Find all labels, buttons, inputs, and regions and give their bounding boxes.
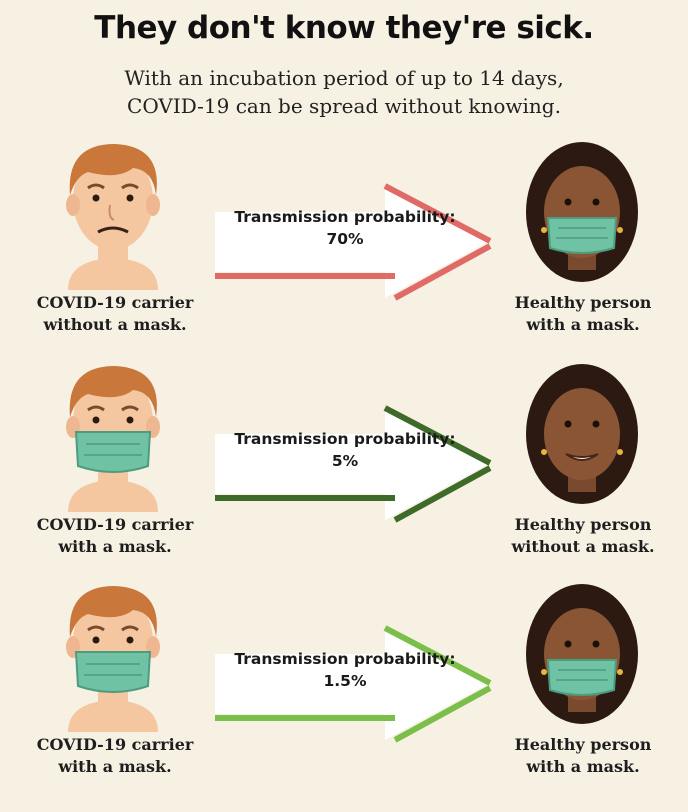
healthy-caption-line-2: without a mask. [511, 537, 655, 556]
scenario-row-3: Transmission probability: 1.5% COVID-19 … [0, 582, 688, 812]
healthy-caption-line-1: Healthy person [514, 515, 652, 534]
probability-label: Transmission probability: [234, 208, 456, 226]
probability-label: Transmission probability: [234, 430, 456, 448]
healthy-caption: Healthy person with a mask. [488, 734, 678, 778]
carrier-man-masked-icon [66, 586, 160, 732]
scenario-row-2: Transmission probability: 5% COVID-19 ca… [0, 362, 688, 592]
carrier-caption-line-1: COVID-19 carrier [36, 293, 194, 312]
healthy-caption: Healthy person without a mask. [488, 514, 678, 558]
probability-label: Transmission probability: [234, 650, 456, 668]
carrier-caption-line-2: with a mask. [58, 757, 172, 776]
scenario-row-1: Transmission probability: 70% COVID-19 c… [0, 140, 688, 370]
healthy-caption-line-1: Healthy person [514, 735, 652, 754]
carrier-caption: COVID-19 carrier without a mask. [20, 292, 210, 336]
healthy-caption-line-2: with a mask. [526, 757, 640, 776]
probability-value: 5% [331, 452, 359, 470]
page-title: They don't know they're sick. [94, 10, 594, 46]
transmission-arrow-lightgreen-icon [215, 625, 492, 743]
carrier-caption-line-2: without a mask. [43, 315, 187, 334]
healthy-woman-smiling-icon [526, 364, 638, 504]
healthy-caption-line-2: with a mask. [526, 315, 640, 334]
carrier-caption-line-1: COVID-19 carrier [36, 515, 194, 534]
transmission-probability: Transmission probability: 5% [210, 428, 480, 472]
carrier-man-worried-icon [66, 144, 160, 290]
transmission-arrow-red-icon [215, 183, 492, 301]
healthy-caption: Healthy person with a mask. [488, 292, 678, 336]
carrier-caption: COVID-19 carrier with a mask. [20, 734, 210, 778]
carrier-caption-line-2: with a mask. [58, 537, 172, 556]
carrier-man-masked-icon [66, 366, 160, 512]
transmission-arrow-darkgreen-icon [215, 405, 492, 523]
subtitle: With an incubation period of up to 14 da… [0, 64, 688, 120]
transmission-probability: Transmission probability: 1.5% [210, 648, 480, 692]
carrier-caption-line-1: COVID-19 carrier [36, 735, 194, 754]
healthy-woman-masked-icon [526, 142, 638, 282]
transmission-probability: Transmission probability: 70% [210, 206, 480, 250]
carrier-caption: COVID-19 carrier with a mask. [20, 514, 210, 558]
subtitle-line-2: COVID-19 can be spread without knowing. [127, 94, 561, 118]
probability-value: 70% [326, 230, 364, 248]
subtitle-line-1: With an incubation period of up to 14 da… [124, 66, 564, 90]
healthy-caption-line-1: Healthy person [514, 293, 652, 312]
healthy-woman-masked-icon [526, 584, 638, 724]
probability-value: 1.5% [323, 672, 367, 690]
